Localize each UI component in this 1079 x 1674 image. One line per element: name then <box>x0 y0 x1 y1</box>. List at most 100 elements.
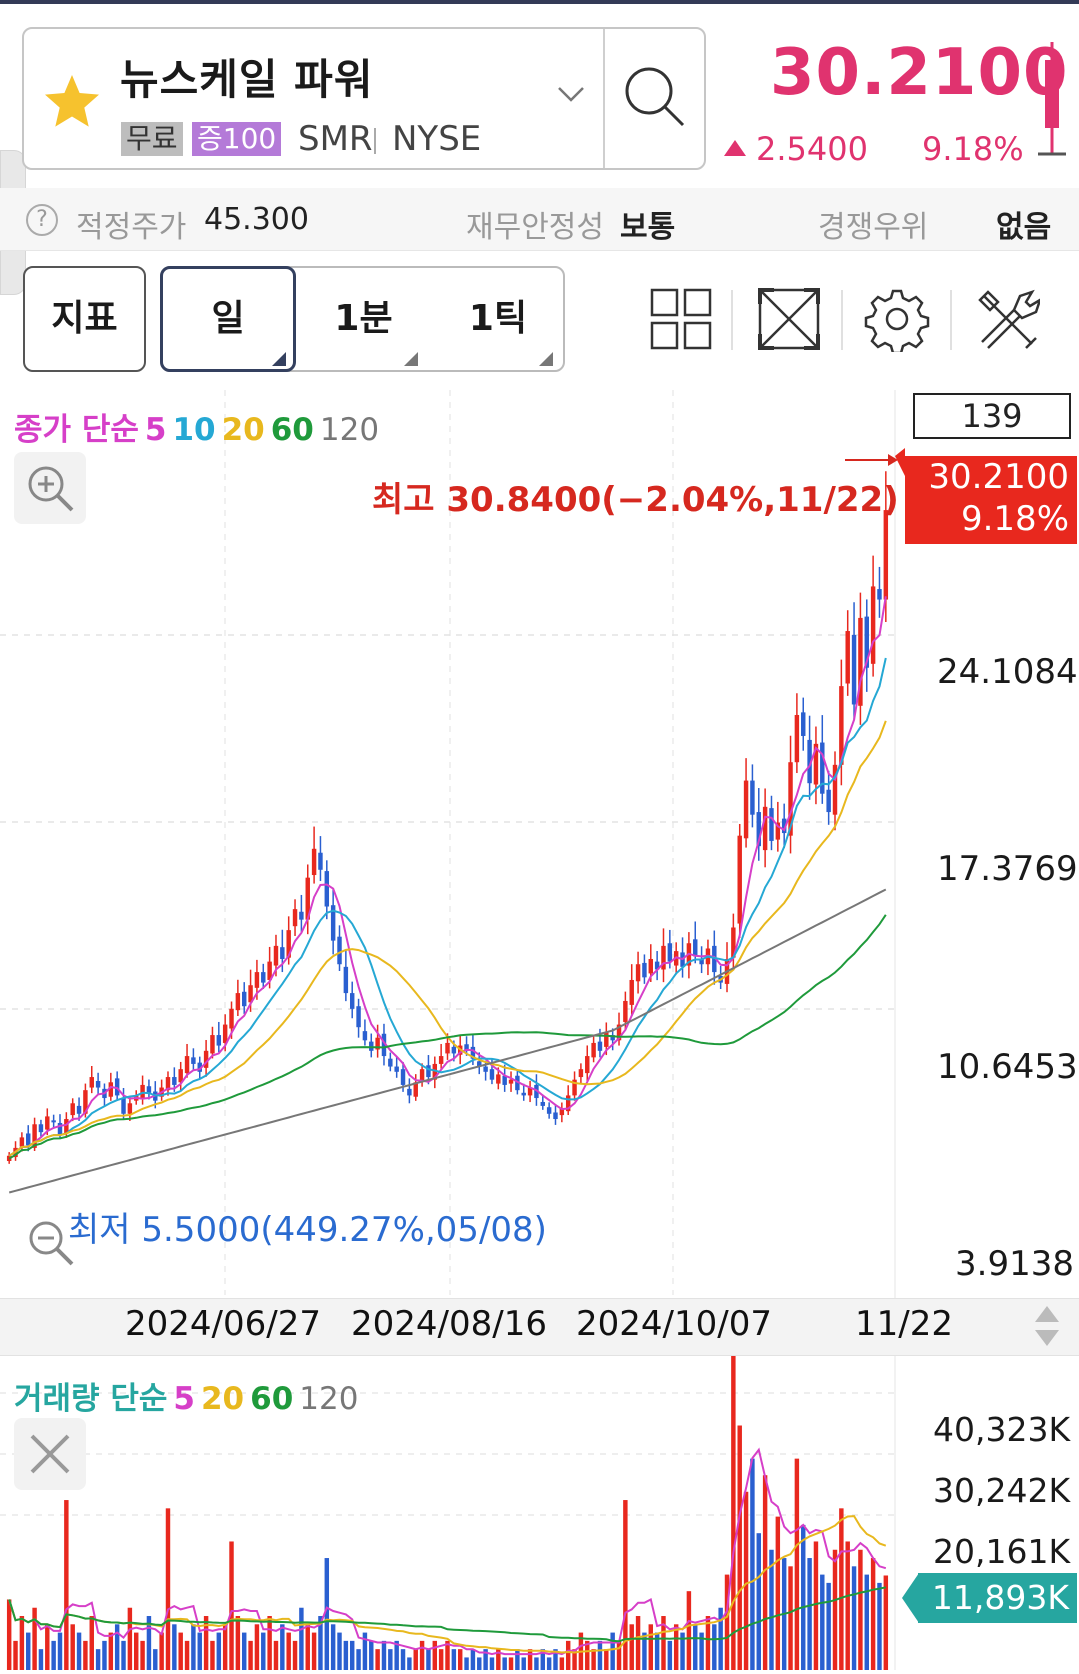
date-axis[interactable] <box>0 1298 1079 1356</box>
volume-bar <box>635 1616 641 1670</box>
tool-separator <box>950 290 952 350</box>
candle-body <box>839 686 844 765</box>
volume-bar <box>794 1458 800 1670</box>
volume-bar <box>178 1632 183 1670</box>
volume-bar <box>604 1649 609 1670</box>
volume-bar <box>413 1649 418 1670</box>
candle-body <box>667 943 673 962</box>
candle-body <box>127 1103 133 1114</box>
candle-body <box>89 1077 94 1088</box>
candle-body <box>585 1056 590 1074</box>
axis-scroll-icon[interactable] <box>1032 1304 1062 1348</box>
candle-body <box>57 1122 63 1135</box>
volume-bar <box>330 1624 336 1670</box>
candle-body <box>286 930 291 958</box>
candle-body <box>832 764 838 815</box>
ma10-legend: 10 <box>172 412 216 448</box>
volume-axis-tick: 40,323K <box>933 1410 1071 1449</box>
candle-body <box>642 962 647 978</box>
candle-body <box>64 1119 69 1134</box>
period-day-corner <box>272 352 286 366</box>
volume-bar <box>89 1616 94 1670</box>
volume-bar <box>121 1640 126 1670</box>
candle-body <box>616 1024 622 1041</box>
volume-axis-tick: 30,242K <box>933 1471 1071 1510</box>
candle-body <box>464 1044 469 1051</box>
volume-bar <box>248 1640 253 1670</box>
zoom-in-icon[interactable] <box>14 452 86 524</box>
volume-legend[interactable]: 거래량 단순 5 20 60 120 <box>14 1373 364 1418</box>
candle-body <box>375 1037 380 1050</box>
ma-legend[interactable]: 종가 단순 5 10 20 60 120 <box>14 404 385 449</box>
price-axis-tick: 10.6453 <box>937 1047 1078 1087</box>
volume-bar <box>362 1632 368 1670</box>
volume-bar <box>407 1657 412 1670</box>
volume-bar <box>400 1649 406 1670</box>
candle-body <box>146 1086 152 1093</box>
ma-legend-label: 종가 단순 <box>14 412 139 448</box>
candle-body <box>241 991 247 1007</box>
volume-bar <box>6 1599 12 1670</box>
volume-bar <box>642 1632 647 1670</box>
volume-bar <box>305 1624 310 1670</box>
volume-bar <box>572 1649 577 1670</box>
volume-bar <box>788 1566 793 1670</box>
candle-body <box>750 780 755 815</box>
gear-icon[interactable] <box>864 286 930 352</box>
favorite-star-icon[interactable] <box>42 73 102 129</box>
volume-bar <box>591 1649 596 1670</box>
candle-body <box>311 848 317 876</box>
volume-bar <box>70 1624 75 1670</box>
volume-bar <box>273 1640 279 1670</box>
chevron-down-icon[interactable] <box>556 84 586 104</box>
volume-bar <box>820 1574 825 1670</box>
candle-body <box>343 966 349 994</box>
ma10-line <box>8 657 887 1157</box>
volume-bar <box>254 1624 260 1670</box>
candle-body <box>210 1035 215 1054</box>
candle-count-box[interactable]: 139 <box>913 393 1071 439</box>
fullscreen-icon[interactable] <box>756 286 822 352</box>
candle-body <box>502 1075 507 1085</box>
volume-bar <box>661 1616 666 1670</box>
layout-grid-icon[interactable] <box>648 286 714 352</box>
low-price-label: 최저 5.5000(449.27%,05/08) <box>68 1210 547 1250</box>
volume-bar <box>203 1616 209 1670</box>
volume-bar <box>432 1640 438 1670</box>
zoom-out-icon[interactable] <box>20 1212 80 1272</box>
volume-bar <box>769 1549 774 1670</box>
volume-tag-pointer <box>902 1573 919 1623</box>
period-day-tab[interactable]: 일 <box>160 266 296 372</box>
volume-bar <box>845 1541 850 1670</box>
volume-bar <box>241 1632 247 1670</box>
candle-body <box>45 1116 50 1130</box>
price-chart[interactable] <box>0 390 1079 1670</box>
volume-bar <box>438 1649 444 1670</box>
advantage-value: 없음 <box>996 210 1052 245</box>
period-1tick-tab[interactable]: 1틱 <box>468 298 528 339</box>
help-icon[interactable]: ? <box>26 204 58 236</box>
price-change-percent: 9.18% <box>922 130 1024 168</box>
volume-bar <box>76 1632 82 1670</box>
candle-body <box>261 972 266 983</box>
candle-body <box>108 1082 114 1097</box>
period-1min-tab[interactable]: 1분 <box>334 298 393 339</box>
close-icon[interactable] <box>14 1418 86 1490</box>
volume-bar <box>159 1632 164 1670</box>
candle-body <box>877 589 882 600</box>
volume-bar <box>623 1500 628 1670</box>
stock-name[interactable]: 뉴스케일 파워 <box>120 55 374 104</box>
tools-icon[interactable] <box>974 286 1040 352</box>
indicator-button[interactable]: 지표 <box>23 266 146 372</box>
volume-bar <box>737 1425 742 1670</box>
stability-value: 보통 <box>620 210 676 245</box>
candle-body <box>788 762 793 836</box>
volume-bar <box>534 1657 539 1670</box>
candle-body <box>801 712 806 736</box>
search-icon[interactable] <box>605 29 704 168</box>
volume-bar <box>83 1640 88 1670</box>
volume-bar <box>712 1624 717 1670</box>
date-axis-tick: 2024/10/07 <box>576 1304 772 1344</box>
candle-body <box>197 1062 202 1072</box>
volume-bar <box>134 1632 139 1670</box>
